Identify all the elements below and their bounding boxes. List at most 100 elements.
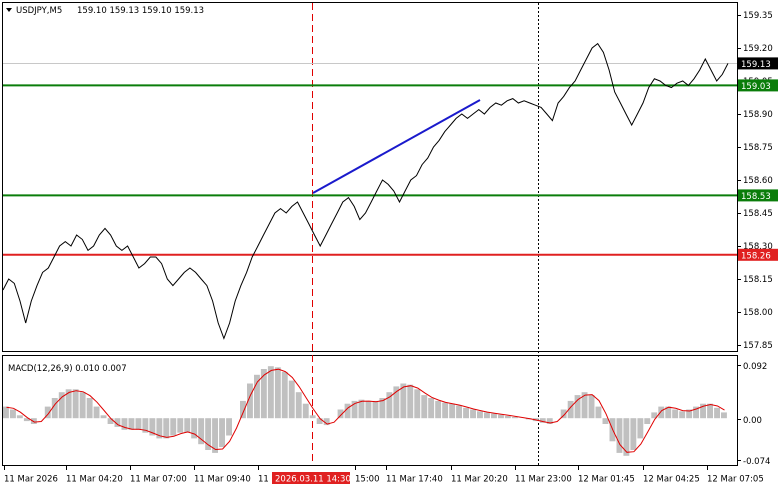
macd-bar: [337, 409, 344, 419]
macd-bar: [23, 418, 30, 422]
time-tick-label: 12 Mar 01:45: [578, 475, 635, 485]
macd-bar: [616, 418, 623, 453]
macd-bar: [163, 418, 170, 439]
symbol-label: USDJPY,M5: [16, 6, 62, 16]
macd-bar: [630, 418, 637, 450]
macd-bar: [191, 418, 198, 439]
macd-bar: [602, 418, 609, 424]
macd-bar: [149, 418, 156, 436]
macd-bar: [449, 403, 456, 419]
macd-bar: [58, 392, 65, 419]
macd-bar: [358, 399, 365, 419]
macd-bar: [707, 403, 713, 419]
macd-bar: [511, 417, 518, 419]
macd-bar: [100, 415, 107, 419]
macd-bar: [428, 398, 435, 419]
macd-bar: [539, 418, 546, 423]
macd-bar: [456, 405, 462, 419]
horizontal-levels: [3, 84, 737, 256]
macd-bar: [470, 409, 476, 419]
macd-bar: [51, 398, 58, 419]
price-tick-label: 157.85: [743, 341, 773, 351]
macd-bar: [10, 409, 16, 419]
macd-bar: [72, 389, 79, 419]
macd-bar: [309, 415, 316, 419]
time-axis: 11 Mar 2026 11 Mar 04:20 11 Mar 07:00 11 Ma…: [4, 466, 764, 485]
macd-bar: [121, 418, 128, 430]
macd-bar: [435, 400, 442, 419]
time-highlight-tag: 2026.03.11 14:30: [272, 472, 351, 485]
macd-histogram: [3, 366, 727, 456]
macd-bar: [316, 418, 323, 424]
macd-bar: [107, 418, 114, 424]
time-tick-label: 12 Mar 04:25: [643, 475, 700, 485]
macd-bar: [567, 400, 574, 419]
macd-bar: [421, 395, 428, 419]
macd-bar: [623, 418, 630, 456]
price-tick-label: 158.15: [743, 275, 773, 285]
ohlc-quotes: 159.10 159.13 159.10 159.13: [77, 6, 204, 16]
macd-bar: [177, 418, 184, 433]
macd-bar: [588, 395, 595, 419]
time-tick-label: 11: [258, 475, 269, 485]
macd-bar: [114, 418, 121, 427]
macd-bar: [205, 418, 212, 450]
macd-bar: [393, 386, 400, 419]
level-price-label: 159.03: [741, 82, 771, 92]
macd-bar: [484, 412, 490, 419]
dropdown-triangle-icon[interactable]: [6, 8, 12, 12]
macd-bar: [651, 412, 658, 419]
macd-bar: [260, 369, 267, 419]
macd-bar: [644, 418, 651, 424]
macd-axis-top: 0.092: [743, 362, 767, 372]
chart-header: USDJPY,M5 159.10 159.13 159.10 159.13: [6, 6, 204, 16]
macd-bar: [546, 418, 553, 424]
macd-bar: [658, 406, 665, 419]
macd-bar: [274, 367, 281, 419]
macd-bar: [44, 406, 51, 419]
price-tick-label: 158.60: [743, 176, 773, 186]
macd-bar: [93, 406, 100, 419]
macd-bar: [581, 392, 588, 419]
time-tick-label: 11 Mar 20:20: [451, 475, 508, 485]
price-tick-label: 158.45: [743, 209, 773, 219]
macd-bar: [693, 406, 699, 419]
macd-bar: [442, 402, 449, 419]
price-tick-label: 158.00: [743, 308, 773, 318]
macd-bar: [198, 418, 205, 445]
macd-bar: [637, 418, 644, 439]
macd-bar: [128, 418, 135, 430]
macd-bar: [267, 366, 274, 419]
macd-bar: [679, 411, 686, 419]
macd-bar: [574, 395, 581, 419]
macd-bar: [184, 418, 191, 433]
macd-bar: [672, 409, 679, 419]
macd-bar: [714, 407, 720, 419]
macd-bar: [16, 415, 23, 419]
macd-bar: [560, 409, 567, 419]
macd-bar: [295, 392, 302, 419]
macd-bar: [247, 383, 253, 419]
macd-bar: [665, 406, 672, 419]
time-tick-label: 11 Mar 04:20: [66, 475, 123, 485]
time-highlight-label: 2026.03.11 14:30: [275, 475, 351, 485]
macd-bar: [372, 400, 379, 419]
macd-bar: [504, 415, 511, 419]
macd-bar: [156, 418, 163, 439]
macd-bar: [344, 403, 351, 419]
macd-bar: [463, 407, 469, 419]
macd-bar: [365, 400, 372, 419]
macd-bar: [135, 418, 142, 430]
macd-signal-line: [6, 368, 725, 453]
macd-bar: [351, 400, 358, 419]
macd-bar: [491, 413, 497, 419]
price-tick-label: 158.30: [743, 242, 773, 252]
price-axis: 159.35159.20159.05158.90158.75158.60158.…: [737, 11, 773, 351]
macd-bar: [386, 392, 393, 419]
macd-bar: [142, 418, 149, 433]
current-price-value: 159.13: [741, 60, 771, 70]
trend-line[interactable]: [312, 99, 481, 194]
level-price-label: 158.53: [741, 192, 771, 202]
macd-axis-zero: 0.00: [743, 416, 762, 426]
